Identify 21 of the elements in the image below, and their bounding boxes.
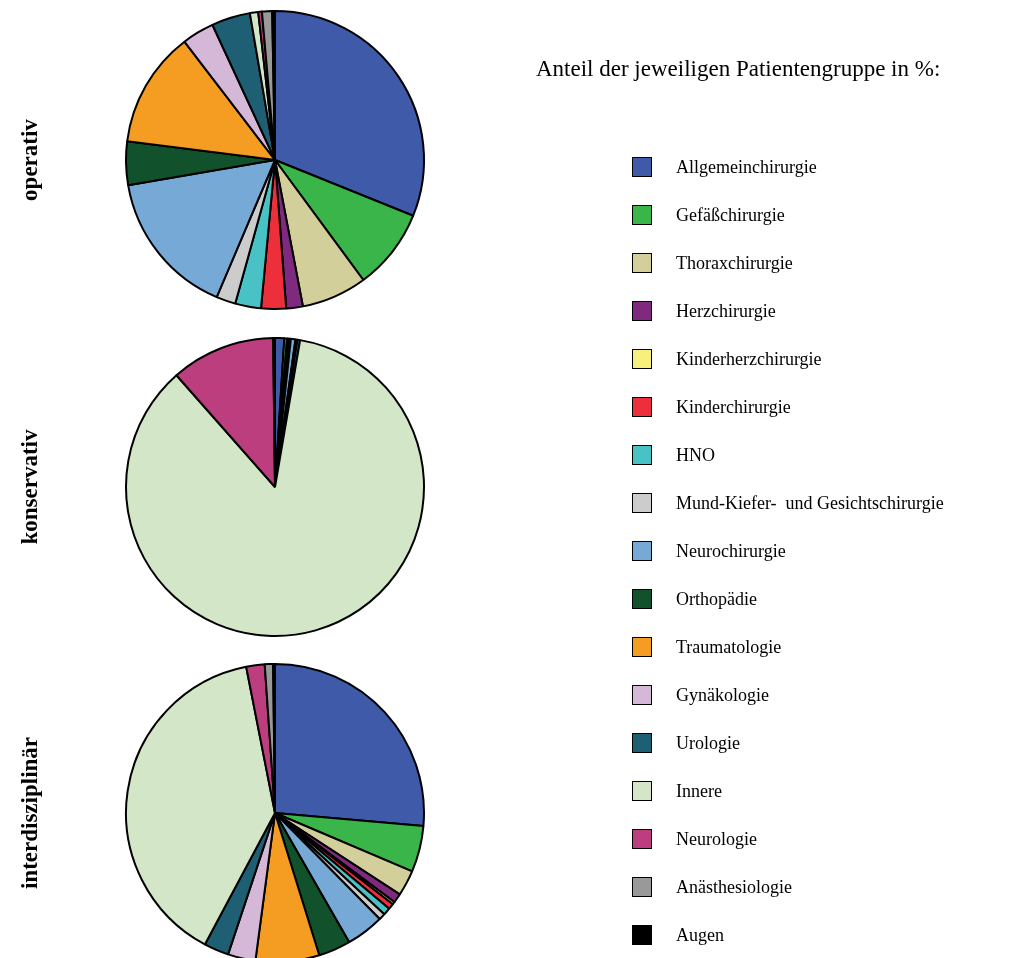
legend-label: Neurologie — [676, 828, 757, 850]
legend-label: Augen — [676, 924, 724, 946]
text: konservativ — [17, 429, 43, 545]
legend-label: Kinderchirurgie — [676, 396, 791, 418]
legend-label: Gefäßchirurgie — [676, 204, 785, 226]
legend-label: Allgemeinchirurgie — [676, 156, 817, 178]
text: interdisziplinär — [17, 736, 43, 890]
legend-label: Traumatologie — [676, 636, 782, 658]
legend-label: HNO — [676, 444, 715, 466]
legend-label: Kinderherzchirurgie — [676, 348, 822, 370]
legend-label: Herzchirurgie — [676, 300, 776, 322]
legend-label: Mund-Kiefer- und Gesichtschirurgie — [676, 492, 944, 514]
legend-label: Thoraxchirurgie — [676, 252, 793, 274]
text: operativ — [17, 119, 43, 201]
legend-label: Orthopädie — [676, 588, 757, 610]
legend-label: Neurochirurgie — [676, 540, 786, 562]
legend-label: Gynäkologie — [676, 684, 769, 706]
legend-label: Innere — [676, 780, 722, 802]
legend-label: Anästhesiologie — [676, 876, 792, 898]
legend-title: Anteil der jeweiligen Patientengruppe in %: — [536, 56, 941, 82]
legend-label: Urologie — [676, 732, 740, 754]
